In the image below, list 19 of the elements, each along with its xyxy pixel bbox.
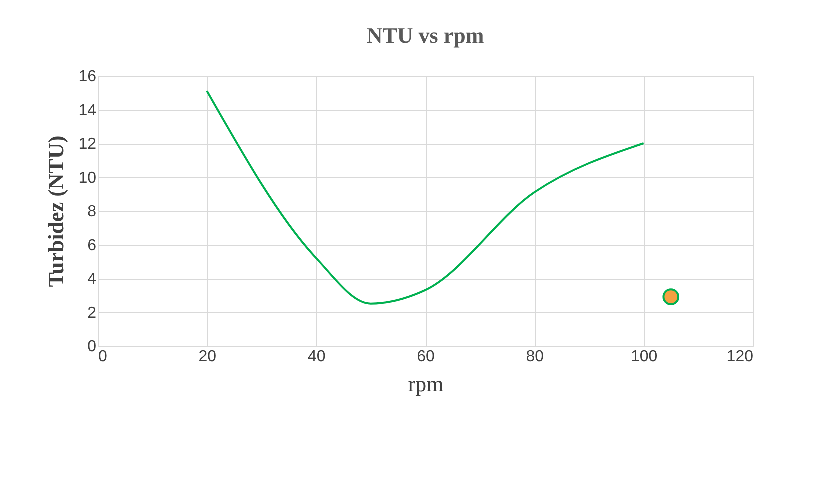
x-tick-label: 20 xyxy=(198,348,217,366)
x-tick-label: 0 xyxy=(98,348,108,366)
y-tick-label: 6 xyxy=(88,237,97,254)
x-tick-label: 60 xyxy=(417,348,435,366)
x-tick-label: 100 xyxy=(630,348,658,366)
x-axis-title: rpm xyxy=(408,372,444,396)
y-tick-label: 8 xyxy=(88,204,97,220)
y-tick-label: 12 xyxy=(78,136,97,153)
line-series xyxy=(206,90,645,305)
x-tick-label: 40 xyxy=(308,348,326,366)
y-tick-label: 10 xyxy=(78,170,97,187)
chart-title: NTU vs rpm xyxy=(366,23,484,48)
x-tick-label: 80 xyxy=(526,348,544,366)
y-tick-label: 4 xyxy=(88,271,97,288)
y-tick-label: 14 xyxy=(78,102,97,120)
y-tick-label: 16 xyxy=(78,68,97,86)
y-tick-label: 2 xyxy=(88,304,97,322)
x-tick-label: 120 xyxy=(726,348,754,366)
y-axis-title: Turbidez (NTU) xyxy=(44,136,69,288)
